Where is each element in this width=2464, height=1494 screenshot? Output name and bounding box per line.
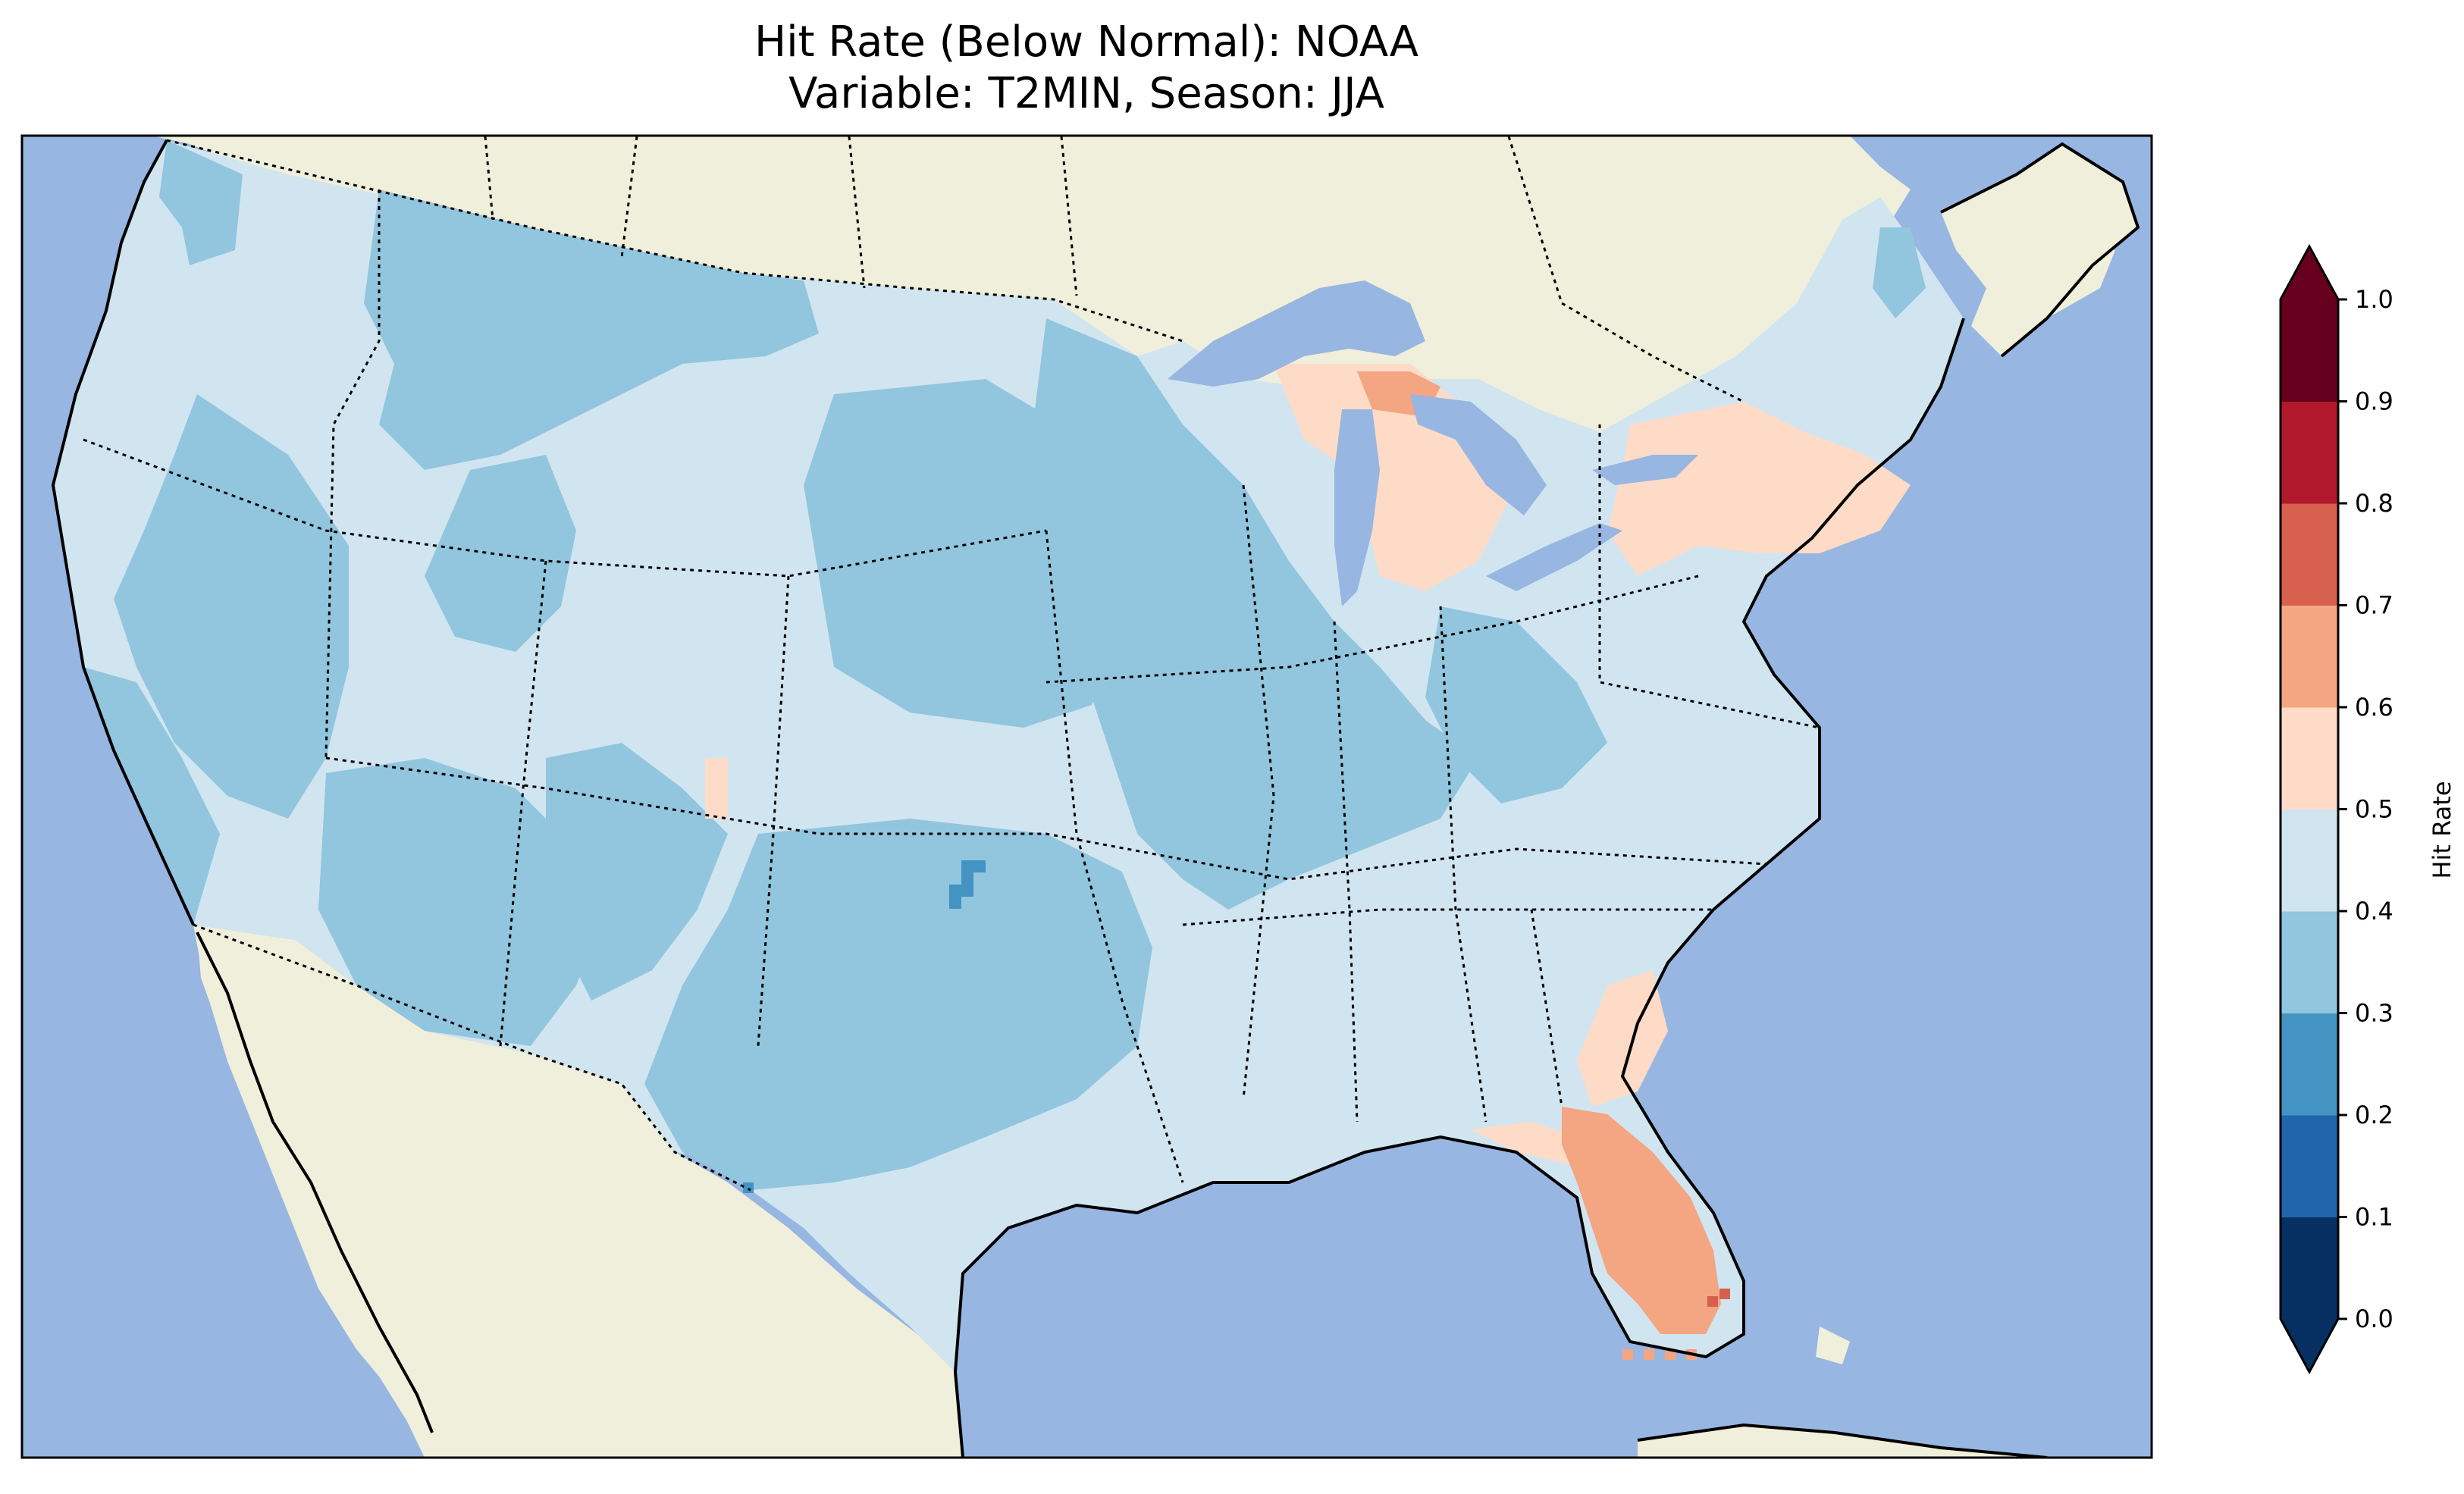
hit-rate-0.7-0.8-cells: [1707, 1289, 1730, 1307]
gulf-coast-region: [1471, 1122, 1585, 1167]
colorbar-tick-label-9: 0.9: [2355, 387, 2393, 416]
border-line-2: [83, 438, 1047, 578]
oklahoma-cell-6: [949, 897, 961, 909]
colorado-spot-region: [705, 758, 728, 819]
colorbar-segment-7: [2281, 503, 2338, 606]
map-frame: [20, 134, 2153, 1459]
nova-scotia-land: [2009, 243, 2115, 318]
maritimes-coastline: [1940, 142, 2140, 358]
florida-keys-cell-3: [1665, 1349, 1676, 1360]
cuba-coastline: [1637, 1423, 2048, 1458]
colorbar-segment-4: [2281, 809, 2338, 912]
georgia-coast-region: [1577, 970, 1668, 1107]
new-york-new-england-region: [1607, 402, 1911, 576]
border-line-17: [484, 136, 494, 221]
colorbar-segment-1: [2281, 1115, 2338, 1217]
california-blue-region: [83, 667, 220, 925]
maritimes-land: [1941, 144, 2138, 356]
border-line-1: [324, 189, 381, 759]
state-borders: [83, 136, 1820, 1192]
florida-red-cell-1: [1719, 1289, 1730, 1299]
colorbar-label: Hit Rate: [2428, 781, 2456, 879]
map-panel: [22, 136, 2152, 1458]
colorbar-tick-label-2: 0.2: [2355, 1101, 2393, 1129]
southern-plains-blue-region: [644, 819, 1152, 1190]
colorbar-segment-8: [2281, 401, 2338, 504]
hit-rate-0.2-0.3-cells: [743, 860, 986, 1193]
colorbar-under-extension: [2281, 1319, 2338, 1372]
baja-coastline: [196, 932, 434, 1433]
colorbar-segment-9: [2281, 299, 2338, 402]
border-line-5: [499, 560, 547, 1047]
great-basin-blue-region: [114, 394, 349, 819]
florida-keys-cell-2: [1644, 1349, 1654, 1360]
canada-us-border: [166, 139, 1183, 343]
oklahoma-cell-3: [961, 872, 973, 885]
border-line-12: [1598, 424, 1820, 729]
utah-blue-region: [425, 455, 576, 652]
colorbar-tick-label-4: 0.4: [2355, 897, 2393, 926]
title-line-2: Variable: T2MIN, Season: JJA: [788, 69, 1384, 118]
northern-rockies-blue-region: [364, 189, 819, 470]
border-line-9: [1439, 606, 1487, 1123]
lake-superior: [1168, 280, 1425, 387]
border-line-7: [1242, 484, 1275, 1100]
oklahoma-cell-1: [961, 860, 973, 872]
mexico-land: [193, 925, 963, 1458]
oklahoma-cell-2: [973, 860, 986, 872]
maine-blue-region: [1873, 227, 1926, 318]
east-coastline: [953, 318, 1965, 1458]
colorbar-segment-6: [2281, 605, 2338, 708]
bahamas-land: [1816, 1326, 1850, 1364]
border-line-6: [1045, 530, 1184, 1183]
border-line-10: [1045, 575, 1699, 684]
border-line-18: [1507, 136, 1745, 403]
pacific-nw-blue-region: [159, 140, 243, 265]
us-mexico-border: [193, 923, 751, 1192]
colorbar-tick-label-10: 1.0: [2355, 285, 2393, 314]
colorbar-segment-0: [2281, 1217, 2338, 1320]
colorbar-segment-2: [2281, 1013, 2338, 1116]
florida-keys-cell-1: [1622, 1349, 1633, 1360]
border-line-16: [620, 136, 638, 258]
colorbar-tick-label-5: 0.5: [2355, 795, 2393, 824]
colorbar: 0.0 0.1 0.2 0.3 0.4 0.5 0.6 0.7 0.8 0.9 1.0: [2279, 243, 2393, 1375]
lake-michigan: [1334, 409, 1380, 606]
texas-cell: [743, 1182, 754, 1193]
lake-huron: [1410, 394, 1547, 515]
colorbar-over-extension: [2281, 246, 2338, 299]
us-coastline: [51, 139, 195, 926]
border-line-3: [325, 756, 1767, 881]
coastlines: [51, 139, 2140, 1458]
colorbar-tick-label-3: 0.3: [2355, 999, 2393, 1028]
lake-erie: [1486, 523, 1622, 591]
colorbar-tick-label-0: 0.0: [2355, 1305, 2393, 1333]
midwest-blue-region: [1031, 318, 1478, 910]
map-title: Hit Rate (Below Normal): NOAA Variable: …: [21, 17, 2152, 120]
southwest-blue-region: [318, 758, 607, 1046]
border-line-15: [1060, 136, 1078, 296]
lake-ontario: [1592, 455, 1698, 485]
colorbar-segment-5: [2281, 707, 2338, 810]
hit-rate-0.3-0.4-regions: [83, 140, 1926, 1190]
florida-red-cell-2: [1707, 1296, 1718, 1307]
colorbar-segment-3: [2281, 911, 2338, 1013]
florida-region: [1562, 1107, 1721, 1334]
colorbar-tick-label-1: 0.1: [2355, 1203, 2393, 1232]
colorbar-tick-label-7: 0.7: [2355, 591, 2393, 620]
oklahoma-cell-4: [961, 885, 973, 897]
border-line-14: [848, 136, 866, 289]
ohio-valley-blue-region: [1425, 606, 1607, 803]
new-mexico-blue-region: [546, 743, 728, 1001]
border-line-4: [757, 575, 790, 1047]
great-lakes: [1168, 280, 1698, 606]
oklahoma-cell-5: [949, 885, 961, 897]
title-line-1: Hit Rate (Below Normal): NOAA: [754, 17, 1419, 67]
colorbar-tick-label-6: 0.6: [2355, 693, 2393, 722]
colorbar-tick-label-8: 0.8: [2355, 489, 2393, 518]
